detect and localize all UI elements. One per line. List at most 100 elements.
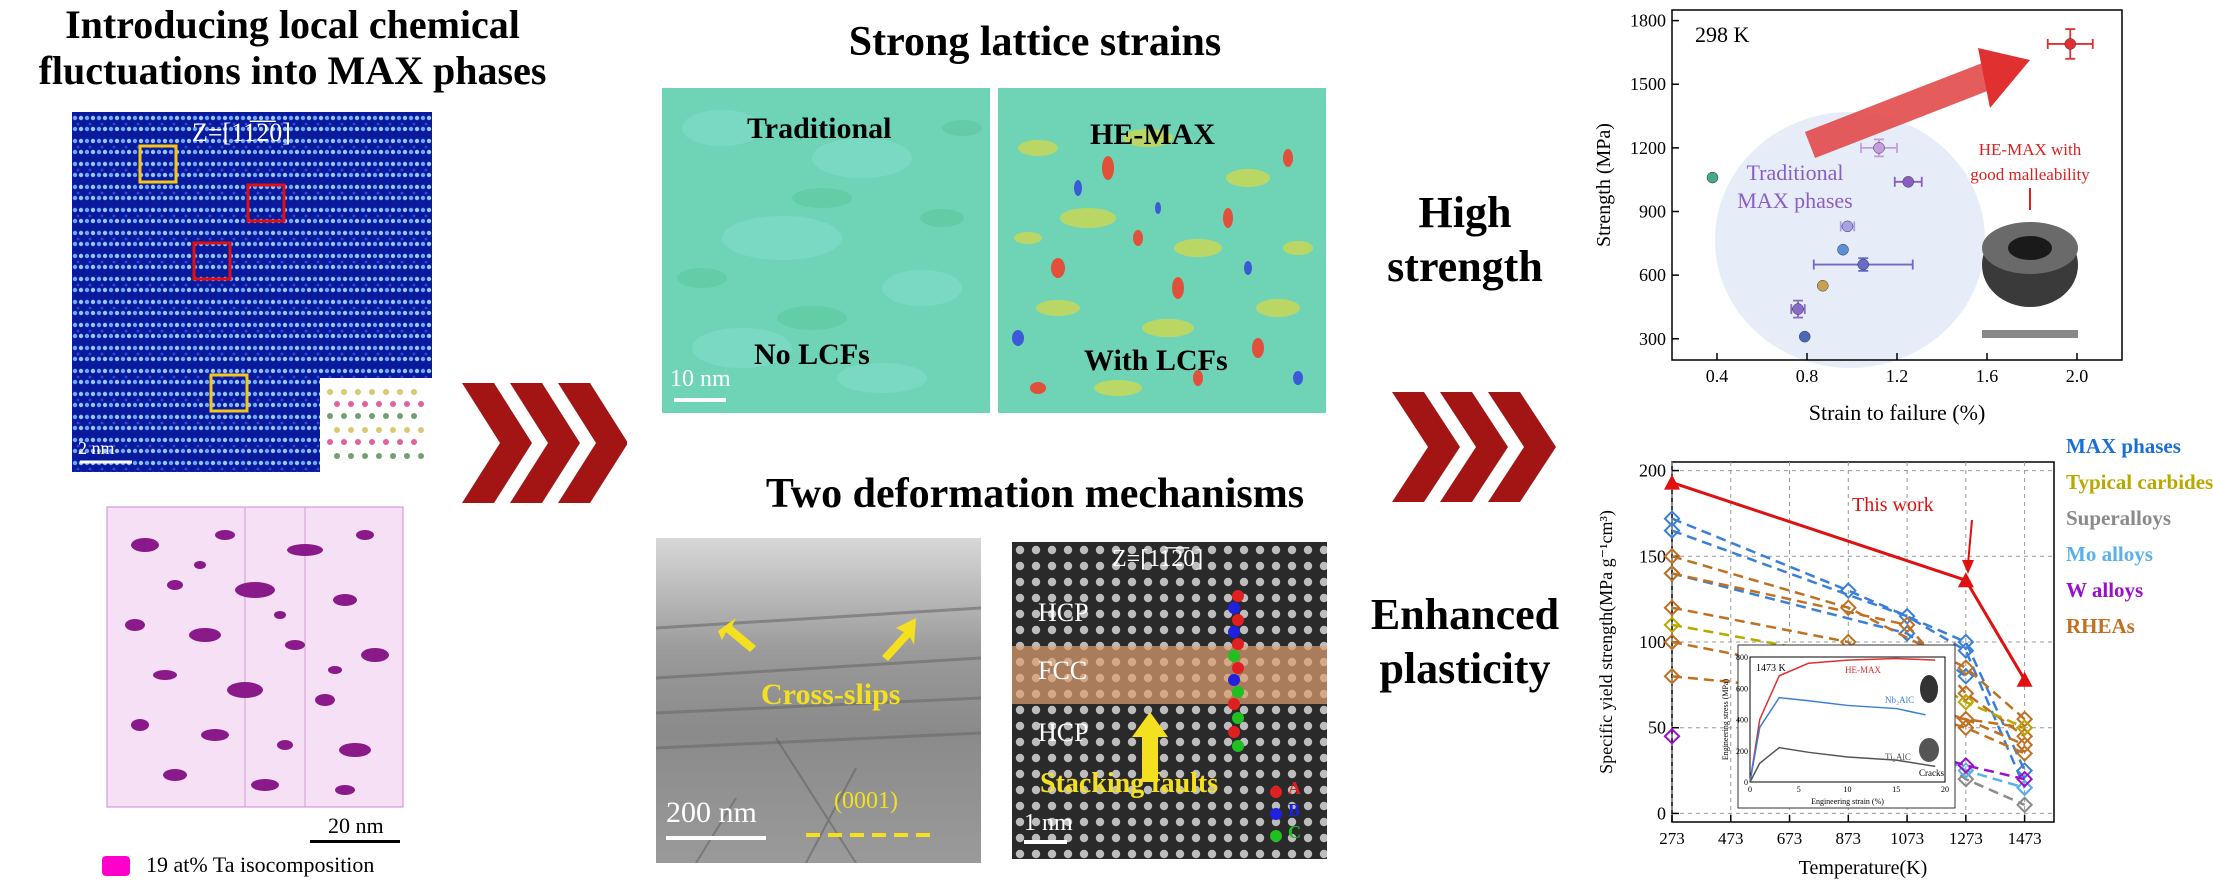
scale-bar-200nm: 200 nm bbox=[666, 796, 757, 829]
chart1-point bbox=[2064, 38, 2076, 50]
crystal-structure-inset bbox=[320, 378, 432, 472]
chart1-xtick-label: 2.0 bbox=[2066, 366, 2089, 386]
chart2-ytick-label: 0 bbox=[1657, 803, 1666, 823]
chart2-legend-item: Mo alloys bbox=[2066, 542, 2153, 566]
legend-b: B bbox=[1288, 800, 1301, 820]
inset-xlabel: Engineering strain (%) bbox=[1811, 797, 1884, 806]
high-strength-label: High strength bbox=[1350, 186, 1580, 294]
chart2-series-line bbox=[1671, 572, 2026, 738]
chart1-point bbox=[1792, 303, 1804, 315]
hemax-label: HE-MAX bbox=[1090, 118, 1215, 151]
chart2-legend-item: RHEAs bbox=[2066, 614, 2135, 638]
chart1-traditional-line2: MAX phases bbox=[1737, 188, 1853, 213]
inset-xtick-label: 5 bbox=[1797, 785, 1801, 794]
inset-ytick-label: 0 bbox=[1744, 778, 1748, 787]
no-lcfs-label: No LCFs bbox=[754, 338, 870, 371]
red-box-1 bbox=[246, 183, 286, 223]
chart2-legend: MAX phases Typical carbides Superalloys Mo … bbox=[2066, 428, 2213, 644]
left-title-line1: Introducing local chemical bbox=[65, 2, 520, 47]
chart2-marker bbox=[2016, 796, 2034, 814]
with-lcfs-label: With LCFs bbox=[1084, 344, 1228, 377]
inset-series-label: Ti₂AlC bbox=[1885, 752, 1911, 762]
apt-reconstruction bbox=[105, 505, 405, 810]
chart1-point bbox=[1817, 280, 1829, 292]
chart2-xtick-label: 673 bbox=[1777, 829, 1803, 848]
chart2-ytick-label: 100 bbox=[1639, 632, 1666, 652]
inset-series-label: Nb₂AlC bbox=[1885, 695, 1914, 705]
inset-ytick-label: 800 bbox=[1736, 653, 1748, 662]
chart1-temp-label: 298 K bbox=[1695, 22, 1750, 47]
chart2-ytick-label: 200 bbox=[1639, 461, 1666, 481]
chart2-marker bbox=[2016, 727, 2034, 745]
chart1-xlabel: Strain to failure (%) bbox=[1809, 400, 1986, 425]
chart2-marker bbox=[1957, 642, 1975, 660]
chart2-marker bbox=[1957, 770, 1975, 788]
chart1-ylabel: Strength (MPa) bbox=[1593, 123, 1615, 247]
chart2-ytick-label: 50 bbox=[1648, 718, 1666, 738]
chart1-point bbox=[1902, 176, 1914, 188]
legend-c: C bbox=[1288, 822, 1301, 842]
inset-series-line bbox=[1749, 746, 1936, 783]
chart2-marker bbox=[1663, 667, 1681, 685]
chevron-arrows-left bbox=[462, 383, 627, 503]
chart2-xtick-label: 473 bbox=[1718, 829, 1744, 848]
plane-0001-label: (0001) bbox=[834, 788, 898, 814]
scale-bar-20nm: 20 nm bbox=[328, 813, 384, 838]
strain-map-traditional: Traditional No LCFs 10 nm bbox=[662, 88, 990, 413]
inset-temp-label: 1473 K bbox=[1756, 663, 1787, 674]
chart2-legend-item: Typical carbides bbox=[2066, 470, 2213, 494]
ring-sample bbox=[1982, 222, 2078, 338]
inset-ytick-label: 200 bbox=[1736, 747, 1748, 756]
chart2-marker bbox=[1957, 633, 1975, 651]
chart2-xtick-label: 873 bbox=[1836, 829, 1862, 848]
enhanced-plasticity-label: Enhanced plasticity bbox=[1340, 588, 1590, 696]
chart1-xtick-label: 1.2 bbox=[1886, 366, 1909, 386]
chart2-xtick-label: 1473 bbox=[2008, 829, 2042, 848]
chart2-marker bbox=[2016, 744, 2034, 762]
red-box-2 bbox=[192, 241, 232, 281]
chart2-marker bbox=[1957, 684, 1975, 702]
chart2-marker bbox=[1663, 522, 1681, 540]
chart1-point bbox=[1873, 142, 1885, 154]
inset-xtick-label: 10 bbox=[1844, 785, 1852, 794]
scale-bar-1nm: 1 nm bbox=[1024, 810, 1073, 836]
yellow-box-1 bbox=[138, 144, 178, 184]
chart2-marker bbox=[1663, 633, 1681, 651]
chart2-legend-item: Superalloys bbox=[2066, 506, 2172, 530]
inset-ylabel: Engineering stress (MPa) bbox=[1721, 679, 1730, 761]
chart1-xtick-label: 0.8 bbox=[1796, 366, 1819, 386]
inset-xtick-label: 0 bbox=[1748, 785, 1752, 794]
chart1-point bbox=[1837, 243, 1849, 256]
chart2-marker bbox=[2016, 710, 2034, 728]
chart1-point bbox=[1799, 330, 1811, 343]
stress-strain-inset: 0 200 400 600 800 0 5 10 15 20 1473 K Engineering s… bbox=[1721, 644, 1956, 809]
chart2-marker bbox=[1957, 719, 1975, 737]
scale-bar-20nm-line bbox=[310, 840, 400, 843]
chart2-marker bbox=[1663, 564, 1681, 582]
chart2-marker bbox=[1957, 756, 1975, 774]
tem-image: Cross-slips (0001) 200 nm bbox=[656, 538, 981, 863]
yellow-box-2 bbox=[209, 373, 249, 413]
improvement-arrow bbox=[1804, 61, 1996, 159]
chart1-point bbox=[1841, 220, 1854, 233]
strength-strain-chart: 300 600 900 1200 1500 1800 0.4 0.8 1.2 1.6 2.0 29… bbox=[1593, 9, 2123, 425]
chart2-marker bbox=[1957, 710, 1975, 728]
chart2-xtick-label: 1273 bbox=[1949, 829, 1983, 848]
inset-series-line bbox=[1749, 657, 1936, 783]
stacking-fault-arrow bbox=[1132, 712, 1168, 782]
inset-xtick-label: 15 bbox=[1892, 785, 1900, 794]
traditional-region bbox=[1715, 112, 1985, 368]
chart1-ytick-label: 300 bbox=[1639, 329, 1666, 349]
chart2-xtick-label: 273 bbox=[1659, 829, 1685, 848]
enh-line1: Enhanced bbox=[1370, 590, 1560, 639]
strain-title: Strong lattice strains bbox=[848, 19, 1222, 65]
high-line1: High bbox=[1418, 188, 1512, 237]
iso-legend-swatch bbox=[102, 856, 130, 876]
enh-line2: plasticity bbox=[1379, 644, 1551, 693]
this-work-marker bbox=[2016, 671, 2033, 687]
hcp-bottom-label: HCP bbox=[1038, 718, 1089, 747]
chart1-ytick-label: 900 bbox=[1639, 202, 1666, 222]
hcp-top-label: HCP bbox=[1038, 598, 1089, 627]
cross-slips-label: Cross-slips bbox=[761, 678, 901, 711]
